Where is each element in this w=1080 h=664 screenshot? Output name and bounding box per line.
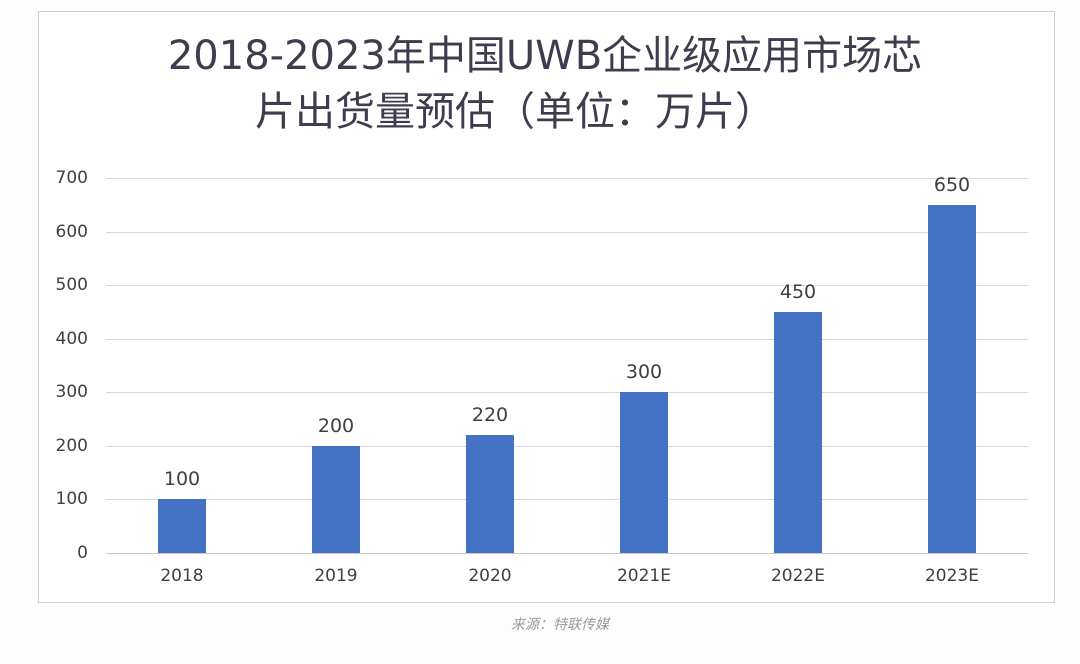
- x-tick-label: 2022E: [770, 566, 825, 586]
- data-label: 200: [317, 414, 355, 437]
- bar-2020: [466, 435, 514, 553]
- data-label: 100: [163, 468, 201, 491]
- data-label: 300: [625, 361, 663, 384]
- x-tick-label: 2020: [468, 566, 512, 586]
- y-tick-label: 100: [55, 489, 88, 510]
- chart-title: 2018-2023年中国UWB企业级应用市场芯 片出货量预估（单位：万片）: [0, 28, 1080, 140]
- y-tick-label: 300: [55, 382, 88, 403]
- x-tick-label: 2018: [160, 566, 204, 586]
- y-tick-label: 200: [55, 435, 88, 456]
- y-tick-label: 0: [77, 543, 88, 563]
- bar-2023e: [928, 204, 976, 553]
- chart-frame: [38, 11, 1055, 603]
- gridline: [106, 499, 1028, 501]
- bar-2021e: [620, 392, 668, 553]
- data-label: 650: [933, 173, 971, 196]
- x-tick-label: 2021E: [616, 566, 671, 586]
- x-tick-label: 2023E: [924, 566, 979, 586]
- data-label: 450: [779, 280, 817, 303]
- data-label: 220: [471, 404, 509, 427]
- gridline: [106, 392, 1028, 394]
- gridline: [106, 445, 1028, 447]
- chart-title-line-1: 2018-2023年中国UWB企业级应用市场芯: [167, 33, 923, 79]
- gridline: [106, 553, 1028, 554]
- gridline: [106, 178, 1028, 179]
- bar-2019: [312, 445, 360, 553]
- gridline: [106, 231, 1028, 233]
- gridline: [106, 338, 1028, 340]
- y-tick-label: 500: [55, 275, 88, 296]
- y-tick-label: 400: [55, 328, 88, 349]
- y-tick-label: 700: [55, 168, 88, 188]
- source-note: 来源：特联传媒: [511, 617, 609, 633]
- gridline: [106, 285, 1028, 287]
- x-tick-label: 2019: [314, 566, 358, 586]
- bar-2018: [158, 499, 206, 553]
- chart-title-line-2: 片出货量预估（单位：万片）: [255, 89, 775, 135]
- bar-2022e: [774, 311, 822, 553]
- y-tick-label: 600: [55, 221, 88, 242]
